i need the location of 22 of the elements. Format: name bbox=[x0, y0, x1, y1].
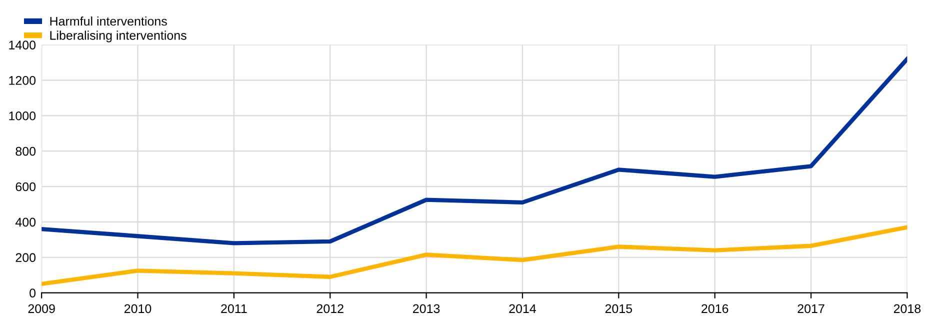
x-tick-label: 2016 bbox=[702, 304, 728, 314]
legend-label: Liberalising interventions bbox=[50, 30, 186, 42]
x-tick-label: 2009 bbox=[28, 304, 55, 314]
line-series bbox=[42, 225, 908, 286]
x-tick-label: 2012 bbox=[316, 304, 344, 314]
y-tick-label: 1200 bbox=[9, 76, 36, 85]
y-tick-label: 800 bbox=[16, 146, 36, 156]
x-tick-label: 2013 bbox=[413, 304, 440, 314]
x-tick-label: 2018 bbox=[894, 304, 921, 314]
y-tick-label: 400 bbox=[15, 218, 36, 227]
y-tick-label: 600 bbox=[16, 182, 36, 192]
line-series bbox=[42, 56, 908, 246]
y-tick-label: 1000 bbox=[9, 111, 36, 120]
x-tick-label: 2010 bbox=[124, 304, 152, 314]
y-tick-label: 0 bbox=[30, 288, 36, 298]
x-tick-label: 2015 bbox=[605, 304, 632, 314]
x-tick-label: 2017 bbox=[798, 304, 824, 314]
x-tick-label: 2014 bbox=[509, 304, 536, 314]
y-tick-label: 200 bbox=[16, 253, 36, 262]
x-tick-label: 2011 bbox=[221, 304, 247, 314]
y-tick-label: 1400 bbox=[9, 40, 36, 50]
legend-label: Harmful interventions bbox=[50, 16, 167, 26]
